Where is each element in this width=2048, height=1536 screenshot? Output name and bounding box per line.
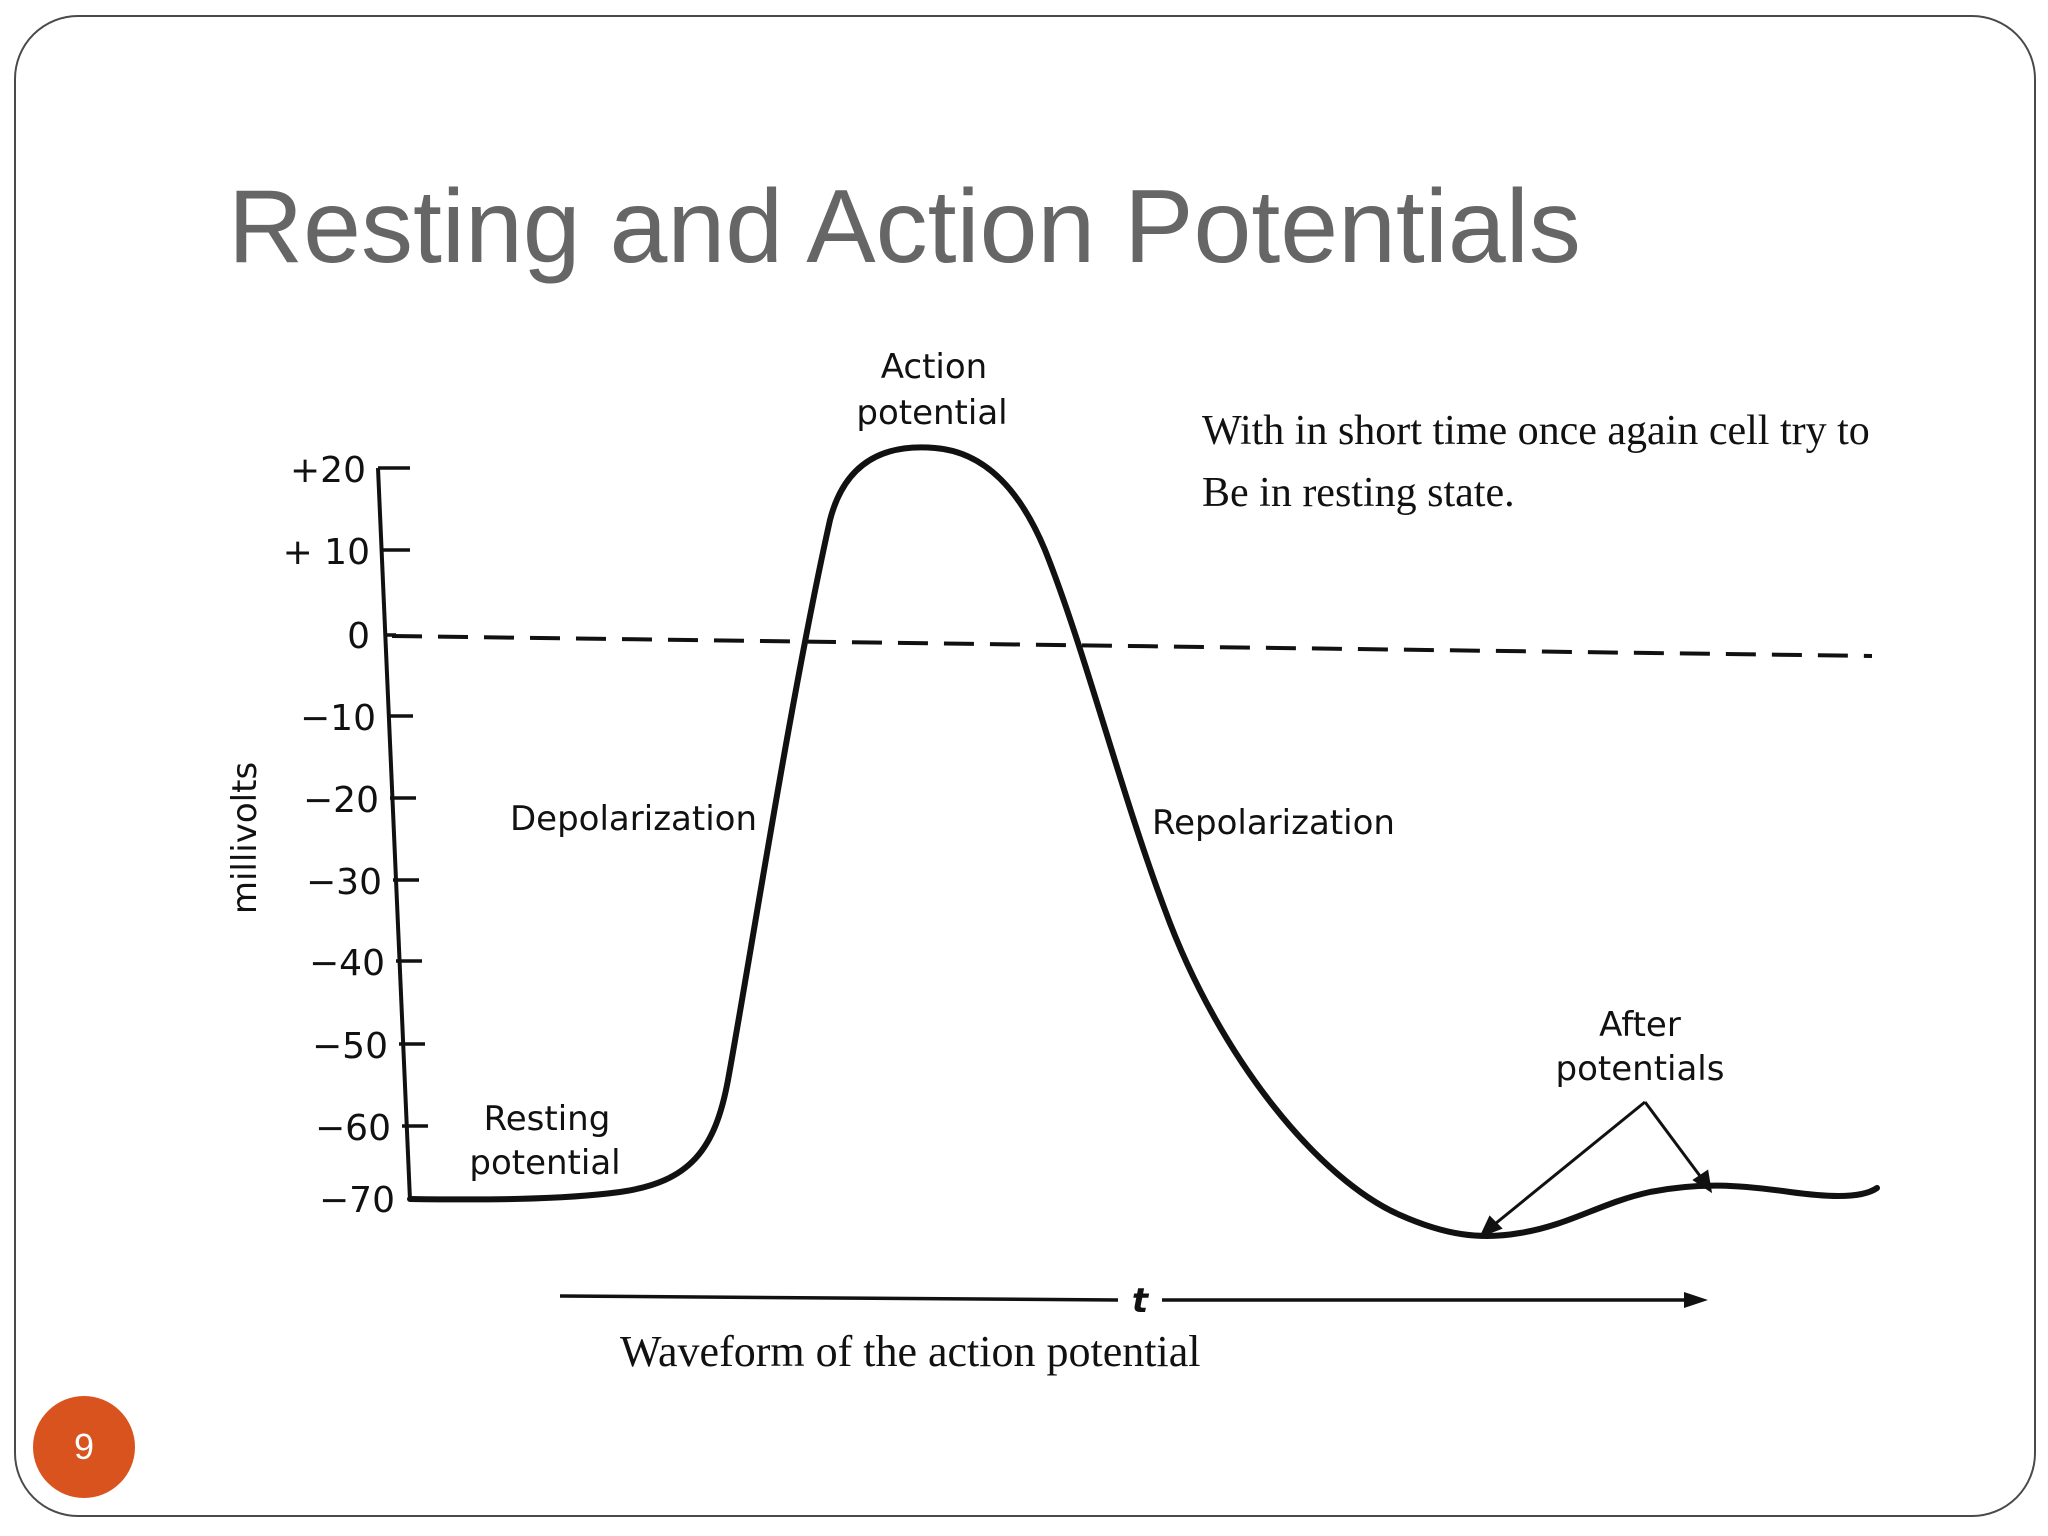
y-tick-label: −70 [319, 1180, 395, 1221]
depolarization-label: Depolarization [510, 799, 757, 839]
time-label: t [1132, 1281, 1150, 1321]
action-potential-waveform [407, 444, 1880, 1239]
y-tick-label: 0 [347, 616, 370, 657]
y-tick-labels: +20 + 10 0 −10 −20 −30 −40 −50 −60 −70 [283, 450, 395, 1221]
slide-frame [14, 15, 2036, 1517]
y-tick-label: −50 [312, 1026, 388, 1067]
after-arrow-line-left [1489, 1100, 1646, 1230]
y-tick-label: −20 [303, 780, 379, 821]
action-potential-label-line2: potential [856, 393, 1007, 433]
action-potential-label-line1: Action [881, 347, 987, 387]
repolarization-label: Repolarization [1152, 803, 1395, 843]
after-arrow-head-left [1479, 1215, 1503, 1238]
y-tick-label: + 10 [283, 532, 370, 573]
y-tick-label: −40 [309, 943, 385, 984]
y-axis-line [376, 467, 412, 1201]
resting-potential-label-line2: potential [469, 1143, 620, 1183]
note-line: With in short time once again cell try t… [1202, 408, 1870, 454]
after-arrow-line-right [1643, 1101, 1705, 1181]
y-axis-label: millivolts [225, 762, 265, 914]
page-number-badge: 9 [33, 1396, 135, 1498]
y-tick-label: −10 [300, 698, 376, 739]
after-arrow-head-right [1692, 1169, 1713, 1194]
after-potential-arrows [1479, 1100, 1713, 1238]
note-line: Be in resting state. [1202, 470, 1515, 516]
after-potentials-label-line1: After [1599, 1005, 1681, 1045]
y-tick-label: +20 [290, 450, 366, 491]
after-potentials-label-line2: potentials [1556, 1049, 1725, 1089]
resting-potential-label-line1: Resting [484, 1099, 611, 1139]
slide-title: Resting and Action Potentials [228, 169, 1581, 285]
y-tick-label: −30 [306, 862, 382, 903]
figure-caption: Waveform of the action potential [620, 1327, 1201, 1376]
time-arrow-head [1684, 1292, 1708, 1308]
explanatory-note: With in short time once again cell try t… [1202, 400, 2002, 524]
zero-reference-line [391, 634, 1873, 658]
y-tick-label: −60 [315, 1108, 391, 1149]
time-arrow-left-segment [559, 1294, 1119, 1302]
